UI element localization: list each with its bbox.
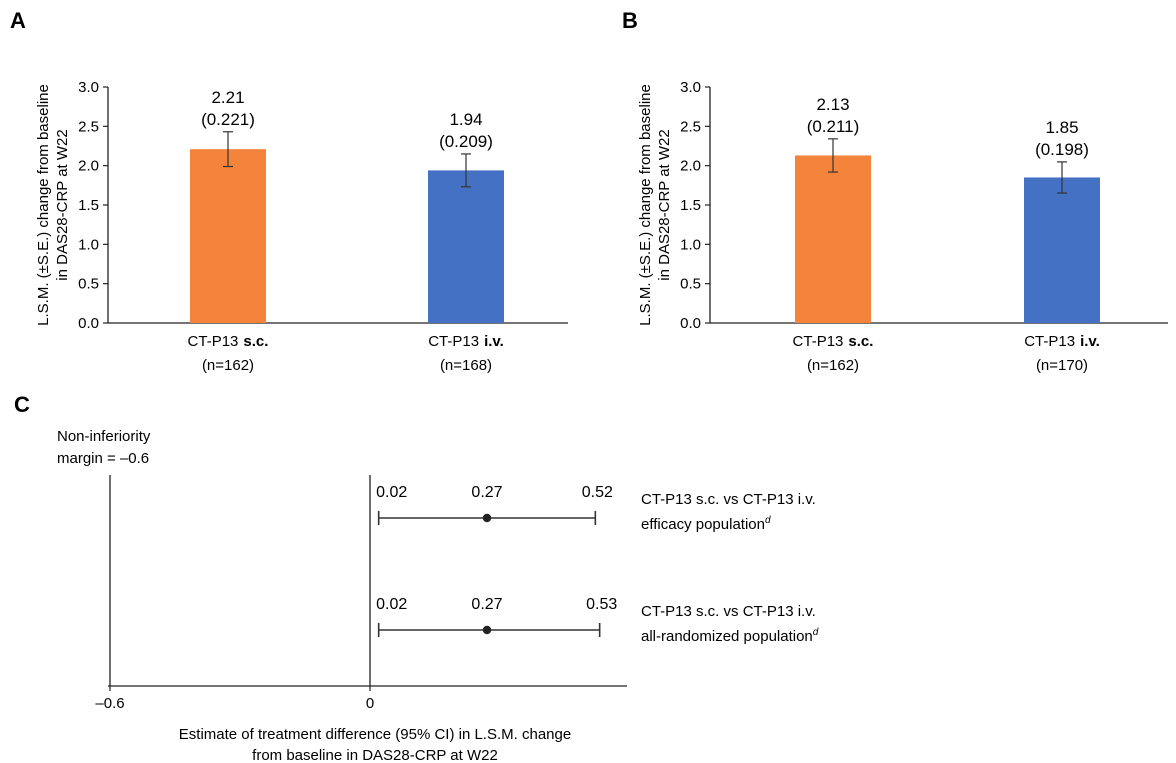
y-axis-label-line1: L.S.M. (±S.E.) change from baseline bbox=[35, 84, 52, 326]
panel-a-chart: L.S.M. (±S.E.) change from baseline in DA… bbox=[35, 79, 568, 374]
panel-b-chart: L.S.M. (±S.E.) change from baseline in DA… bbox=[637, 79, 1168, 374]
bar-value-label: 2.13 bbox=[816, 95, 849, 114]
estimate-label: 0.27 bbox=[471, 484, 502, 501]
y-tick-label: 3.0 bbox=[680, 79, 701, 96]
y-tick-label: 2.5 bbox=[680, 118, 701, 135]
category-name: CT-P13 bbox=[793, 333, 844, 350]
y-axis-label-line1: L.S.M. (±S.E.) change from baseline bbox=[637, 84, 654, 326]
x-tick-label: –0.6 bbox=[95, 695, 124, 712]
category-route: s.c. bbox=[848, 333, 873, 350]
bar-sc bbox=[795, 155, 871, 323]
y-tick-label: 1.5 bbox=[680, 197, 701, 214]
bar-iv bbox=[428, 170, 504, 323]
comparison-label-line2: efficacy populationd bbox=[641, 515, 771, 533]
y-tick-label: 3.0 bbox=[78, 79, 99, 96]
population-label: efficacy population bbox=[641, 516, 765, 533]
y-tick-label: 2.0 bbox=[680, 158, 701, 175]
comparison-label-line1: CT-P13 s.c. vs CT-P13 i.v. bbox=[641, 603, 816, 620]
x-axis-label-line2: from baseline in DAS28-CRP at W22 bbox=[252, 747, 498, 763]
category-route: s.c. bbox=[243, 333, 268, 350]
category-label: CT-P13 i.v. bbox=[428, 333, 504, 350]
category-label: CT-P13 s.c. bbox=[188, 333, 269, 350]
point-estimate bbox=[482, 513, 492, 523]
category-route: i.v. bbox=[484, 333, 504, 350]
comparison-label-line1: CT-P13 s.c. vs CT-P13 i.v. bbox=[641, 491, 816, 508]
y-tick-label: 1.0 bbox=[680, 236, 701, 253]
category-route: i.v. bbox=[1080, 333, 1100, 350]
ci-lower-label: 0.02 bbox=[376, 484, 407, 501]
y-tick-label: 2.5 bbox=[78, 118, 99, 135]
category-n-label: (n=162) bbox=[807, 357, 859, 374]
y-tick-label: 0.5 bbox=[78, 276, 99, 293]
category-name: CT-P13 bbox=[188, 333, 239, 350]
y-axis-label-line2: in DAS28-CRP at W22 bbox=[656, 129, 673, 280]
y-axis-label-line2: in DAS28-CRP at W22 bbox=[54, 129, 71, 280]
panel-letter-b: B bbox=[622, 8, 638, 33]
comparison-label-line2: all-randomized populationd bbox=[641, 627, 819, 645]
bar-se-label: (0.209) bbox=[439, 132, 493, 151]
bar-se-label: (0.221) bbox=[201, 110, 255, 129]
y-tick-label: 2.0 bbox=[78, 158, 99, 175]
category-n-label: (n=162) bbox=[202, 357, 254, 374]
y-axis-label: L.S.M. (±S.E.) change from baseline in DA… bbox=[637, 84, 673, 326]
category-label: CT-P13 i.v. bbox=[1024, 333, 1100, 350]
y-tick-label: 1.0 bbox=[78, 236, 99, 253]
y-tick-label: 0.0 bbox=[680, 315, 701, 332]
footnote-superscript: d bbox=[765, 515, 771, 526]
footnote-superscript: d bbox=[813, 627, 819, 638]
category-label: CT-P13 s.c. bbox=[793, 333, 874, 350]
bar-iv bbox=[1024, 177, 1100, 323]
panel-c-forest-plot: Non-inferiority margin = –0.6 –0.6 0 Estimat… bbox=[57, 428, 819, 763]
category-name: CT-P13 bbox=[1024, 333, 1075, 350]
bar-value-label: 1.94 bbox=[449, 110, 482, 129]
y-tick-label: 0.5 bbox=[680, 276, 701, 293]
x-tick-label: 0 bbox=[366, 695, 374, 712]
bar-value-label: 2.21 bbox=[211, 88, 244, 107]
category-n-label: (n=168) bbox=[440, 357, 492, 374]
panel-letter-c: C bbox=[14, 392, 30, 417]
margin-label-line1: Non-inferiority bbox=[57, 428, 151, 445]
panel-letter-a: A bbox=[10, 8, 26, 33]
ci-lower-label: 0.02 bbox=[376, 596, 407, 613]
estimate-label: 0.27 bbox=[471, 596, 502, 613]
population-label: all-randomized population bbox=[641, 628, 813, 645]
x-axis-label-line1: Estimate of treatment difference (95% CI… bbox=[179, 726, 571, 743]
bar-sc bbox=[190, 149, 266, 323]
bar-se-label: (0.211) bbox=[807, 117, 860, 136]
bar-se-label: (0.198) bbox=[1035, 140, 1089, 159]
margin-label-line2: margin = –0.6 bbox=[57, 450, 149, 467]
y-tick-label: 0.0 bbox=[78, 315, 99, 332]
ci-upper-label: 0.52 bbox=[582, 484, 613, 501]
category-n-label: (n=170) bbox=[1036, 357, 1088, 374]
bar-value-label: 1.85 bbox=[1045, 118, 1078, 137]
y-axis-label: L.S.M. (±S.E.) change from baseline in DA… bbox=[35, 84, 71, 326]
ci-upper-label: 0.53 bbox=[586, 596, 617, 613]
point-estimate bbox=[482, 625, 492, 635]
y-tick-label: 1.5 bbox=[78, 197, 99, 214]
category-name: CT-P13 bbox=[428, 333, 479, 350]
